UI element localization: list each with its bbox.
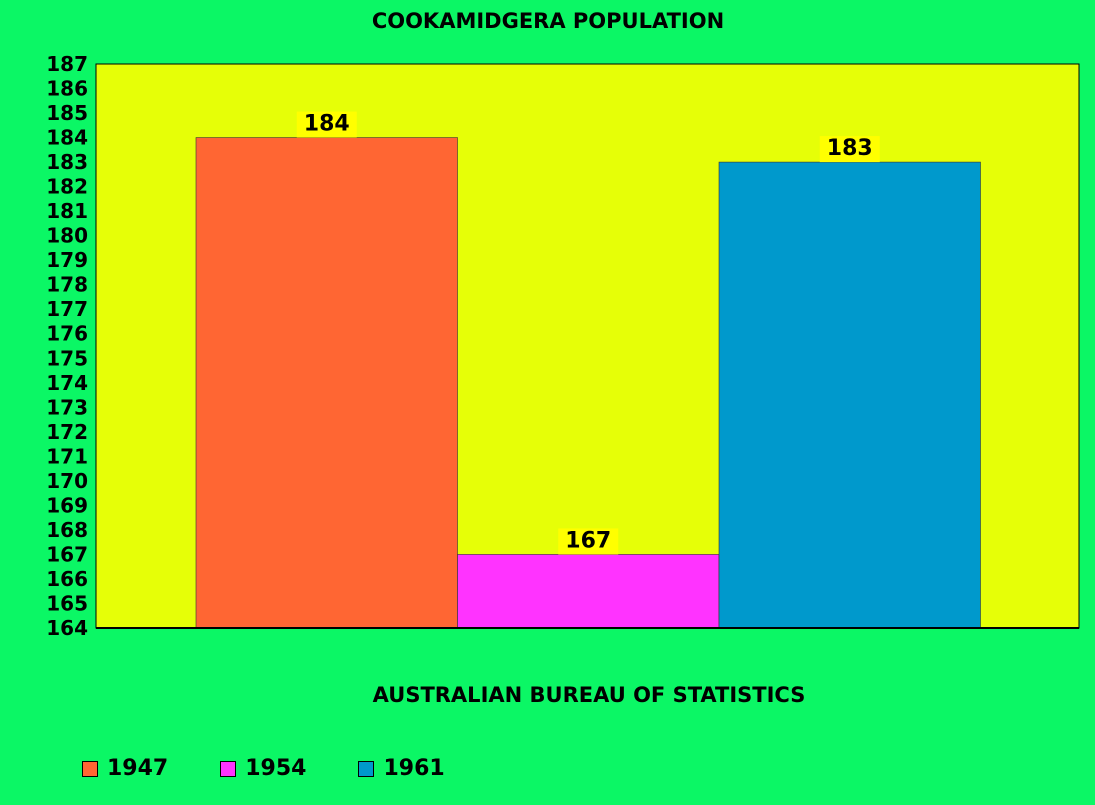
data-label-background <box>819 136 880 163</box>
y-tick-label: 187 <box>46 52 88 76</box>
y-tick-label: 185 <box>46 101 88 125</box>
y-tick-label: 176 <box>46 322 88 346</box>
legend-swatch <box>358 760 375 777</box>
bar-1961 <box>718 161 981 629</box>
y-tick-label: 174 <box>46 371 88 395</box>
y-axis: 1641651661671681691701711721731741751761… <box>46 52 88 640</box>
y-tick-label: 177 <box>46 297 88 321</box>
data-label-1954: 167 <box>565 528 611 553</box>
data-label-background <box>296 111 357 138</box>
legend-swatch <box>220 760 237 777</box>
y-tick-label: 164 <box>46 616 88 640</box>
legend-swatch <box>82 760 98 777</box>
y-tick-label: 179 <box>46 248 88 272</box>
bar-1954 <box>457 554 720 629</box>
x-axis-label: AUSTRALIAN BUREAU OF STATISTICS <box>373 683 806 707</box>
legend-item-1961: 1961 <box>358 756 445 781</box>
y-tick-label: 171 <box>46 444 88 468</box>
y-tick-label: 182 <box>46 175 88 199</box>
chart-title: COOKAMIDGERA POPULATION <box>372 9 724 33</box>
y-tick-label: 181 <box>46 199 88 223</box>
legend-label: 1961 <box>383 756 445 781</box>
y-tick-label: 167 <box>46 542 88 566</box>
y-tick-label: 173 <box>46 395 88 419</box>
legend: 1947 1954 1961 <box>82 756 497 781</box>
bar-1947 <box>195 137 458 629</box>
y-tick-label: 186 <box>46 77 88 101</box>
y-tick-label: 170 <box>46 469 88 493</box>
legend-label: 1947 <box>107 756 169 781</box>
data-labels: 184 167 183 <box>296 111 880 555</box>
y-tick-label: 184 <box>46 126 88 150</box>
data-label-background <box>558 528 619 555</box>
y-tick-label: 172 <box>46 420 88 444</box>
y-tick-label: 183 <box>46 150 88 174</box>
data-label-1947: 184 <box>304 112 350 137</box>
y-tick-label: 175 <box>46 346 88 370</box>
legend-label: 1954 <box>245 756 307 781</box>
legend-item-1947: 1947 <box>82 756 168 781</box>
y-tick-label: 168 <box>46 518 88 542</box>
y-tick-label: 180 <box>46 224 88 248</box>
y-tick-label: 178 <box>46 273 88 297</box>
bars <box>195 137 981 629</box>
y-tick-label: 166 <box>46 567 88 591</box>
data-label-1961: 183 <box>827 136 873 161</box>
y-tick-label: 165 <box>46 591 88 615</box>
y-tick-label: 169 <box>46 493 88 517</box>
legend-item-1954: 1954 <box>220 756 306 781</box>
